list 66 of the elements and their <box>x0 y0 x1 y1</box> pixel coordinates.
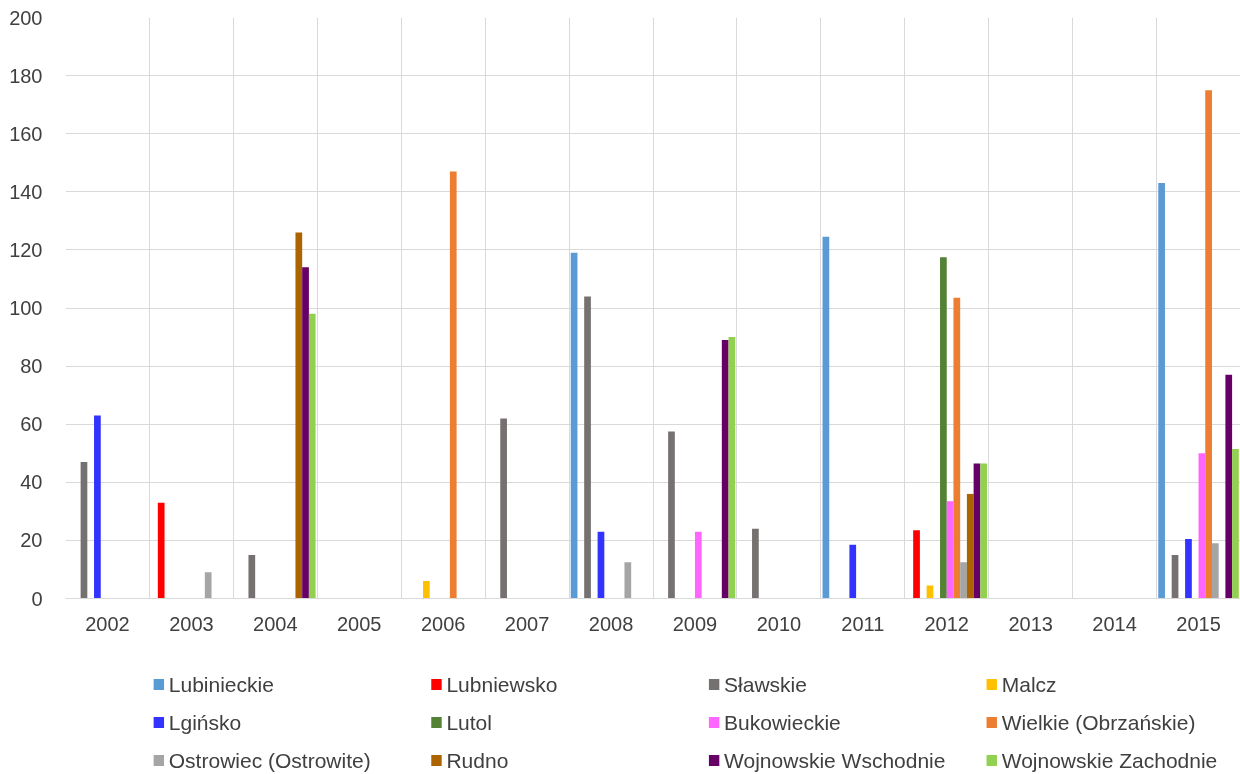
bar <box>1205 90 1212 599</box>
x-tick-label: 2011 <box>841 612 885 635</box>
x-tick-label: 2004 <box>253 612 298 635</box>
bar <box>940 257 947 599</box>
x-tick-label: 2009 <box>672 612 718 635</box>
bar <box>295 232 303 599</box>
legend-label: Bukowieckie <box>724 711 841 734</box>
bar <box>668 431 675 599</box>
y-tick-label: 120 <box>9 238 43 261</box>
legend-label: Wielkie (Obrzańskie) <box>1001 711 1196 734</box>
bar <box>960 562 967 599</box>
legend-label: Lubinieckie <box>168 673 274 696</box>
y-tick-label: 160 <box>9 122 43 145</box>
bar <box>953 297 961 599</box>
x-tick-label: 2014 <box>1092 612 1137 635</box>
x-tick-label: 2013 <box>1008 612 1053 635</box>
bar <box>449 171 457 599</box>
legend-label: Sławskie <box>724 673 807 696</box>
legend-label: Wojnowskie Wschodnie <box>724 749 946 772</box>
bar <box>584 296 591 599</box>
bar <box>1185 538 1192 599</box>
x-tick-label: 2006 <box>420 612 466 635</box>
bar <box>1232 448 1239 599</box>
x-tick-label: 2007 <box>504 612 550 635</box>
x-tick-label: 2008 <box>588 612 634 635</box>
x-tick-label: 2015 <box>1176 612 1221 635</box>
bar <box>204 572 212 599</box>
x-tick-label: 2012 <box>924 612 969 635</box>
y-tick-label: 180 <box>9 64 43 87</box>
bar <box>624 562 632 599</box>
legend-label: Lgińsko <box>168 711 242 734</box>
bar <box>913 530 920 599</box>
bar <box>423 581 430 599</box>
bar <box>500 418 507 599</box>
bar <box>849 544 857 599</box>
legend-label: Lubniewsko <box>446 673 558 696</box>
bar <box>248 554 256 599</box>
y-tick-label: 0 <box>31 587 43 610</box>
bar <box>1211 543 1219 599</box>
y-tick-label: 60 <box>20 413 43 436</box>
y-tick-label: 20 <box>20 529 43 552</box>
x-tick-label: 2002 <box>85 612 130 635</box>
bar <box>752 528 759 599</box>
bar <box>694 531 702 599</box>
bar <box>308 313 316 599</box>
y-tick-label: 80 <box>20 355 43 378</box>
bar <box>721 339 729 599</box>
bar <box>980 463 988 599</box>
bar <box>1225 374 1233 599</box>
bar <box>94 415 101 599</box>
y-tick-label: 40 <box>20 471 43 494</box>
legend-label: Ostrowiec (Ostrowite) <box>168 749 371 772</box>
legend-label: Malcz <box>1001 673 1057 696</box>
bar <box>1158 183 1165 599</box>
y-tick-label: 200 <box>9 6 43 29</box>
x-tick-label: 2003 <box>169 612 214 635</box>
legend-label: Wojnowskie Zachodnie <box>1001 749 1218 772</box>
bar <box>157 502 165 599</box>
legend-label: Lutol <box>446 711 492 734</box>
bar <box>302 267 309 599</box>
legend-label: Rudno <box>446 749 509 772</box>
bar <box>966 493 974 599</box>
x-tick-label: 2005 <box>337 612 382 635</box>
y-tick-label: 100 <box>9 297 43 319</box>
y-tick-label: 140 <box>9 180 43 203</box>
x-tick-label: 2010 <box>756 612 802 635</box>
